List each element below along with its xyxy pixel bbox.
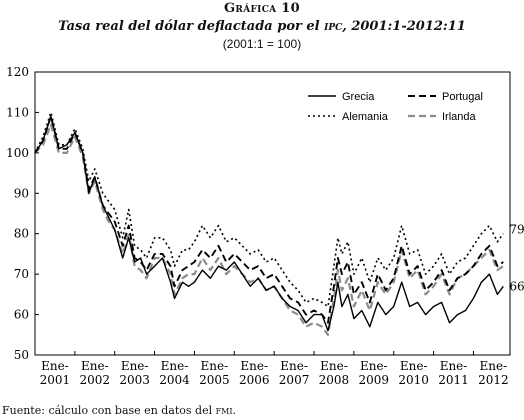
- x-tick-label-year: 2001: [40, 373, 71, 387]
- plot-frame: [34, 71, 511, 356]
- y-tick-label: 80: [14, 227, 29, 241]
- y-tick-label: 100: [6, 146, 29, 160]
- x-tick-label: Ene-: [121, 359, 149, 373]
- y-tick-label: 110: [6, 105, 29, 119]
- legend: Grecia Alemania Portugal Irlanda: [308, 91, 483, 123]
- series-line-portugal: [34, 115, 504, 324]
- y-tick-label: 50: [14, 348, 29, 362]
- y-axis: 50 60 70 80 90 100 110 120: [6, 65, 39, 362]
- x-tick-label: Ene-: [480, 359, 508, 373]
- end-label-grecia: 66: [509, 279, 524, 293]
- series-line-grecia: [34, 115, 504, 332]
- x-tick-label-year: 2005: [199, 373, 230, 387]
- y-tick-label: 70: [14, 267, 29, 281]
- legend-label-portugal: Portugal: [442, 91, 483, 103]
- x-tick-label: Ene-: [280, 359, 308, 373]
- x-axis: Ene-2001Ene-2002Ene-2003Ene-2004Ene-2005…: [34, 351, 509, 387]
- y-tick-label: 90: [14, 186, 29, 200]
- end-labels: 66 79: [509, 223, 524, 294]
- series-line-irlanda: [34, 123, 504, 336]
- figure-base-note: (2001:1 = 100): [222, 37, 302, 51]
- series-layer: [34, 111, 504, 336]
- legend-label-grecia: Grecia: [342, 91, 375, 103]
- x-tick-label-year: 2011: [438, 373, 469, 387]
- x-tick-label: Ene-: [360, 359, 388, 373]
- figure-source: Fuente: cálculo con base en datos del fm…: [2, 404, 237, 417]
- figure-title: Gráfica 10: [224, 1, 300, 16]
- x-tick-label: Ene-: [320, 359, 348, 373]
- x-tick-label: Ene-: [201, 359, 229, 373]
- x-tick-label-year: 2006: [239, 373, 270, 387]
- x-tick-label: Ene-: [161, 359, 189, 373]
- figure-subtitle: Tasa real del dólar deflactada por el ip…: [58, 19, 466, 34]
- y-tick-label: 120: [6, 65, 29, 79]
- x-tick-label-year: 2010: [398, 373, 429, 387]
- x-tick-label-year: 2003: [119, 373, 150, 387]
- legend-label-irlanda: Irlanda: [442, 111, 477, 123]
- x-tick-label: Ene-: [400, 359, 428, 373]
- x-tick-label-year: 2008: [319, 373, 350, 387]
- x-tick-label: Ene-: [81, 359, 109, 373]
- x-tick-label: Ene-: [440, 359, 468, 373]
- x-tick-label-year: 2002: [80, 373, 111, 387]
- y-tick-label: 60: [14, 308, 29, 322]
- legend-label-alemania: Alemania: [342, 111, 389, 123]
- x-tick-label-year: 2012: [478, 373, 509, 387]
- x-tick-label: Ene-: [41, 359, 69, 373]
- x-tick-label-year: 2007: [279, 373, 310, 387]
- x-tick-label-year: 2004: [159, 373, 190, 387]
- end-label-alemania: 79: [509, 223, 524, 237]
- x-tick-label-year: 2009: [359, 373, 390, 387]
- x-tick-label: Ene-: [240, 359, 268, 373]
